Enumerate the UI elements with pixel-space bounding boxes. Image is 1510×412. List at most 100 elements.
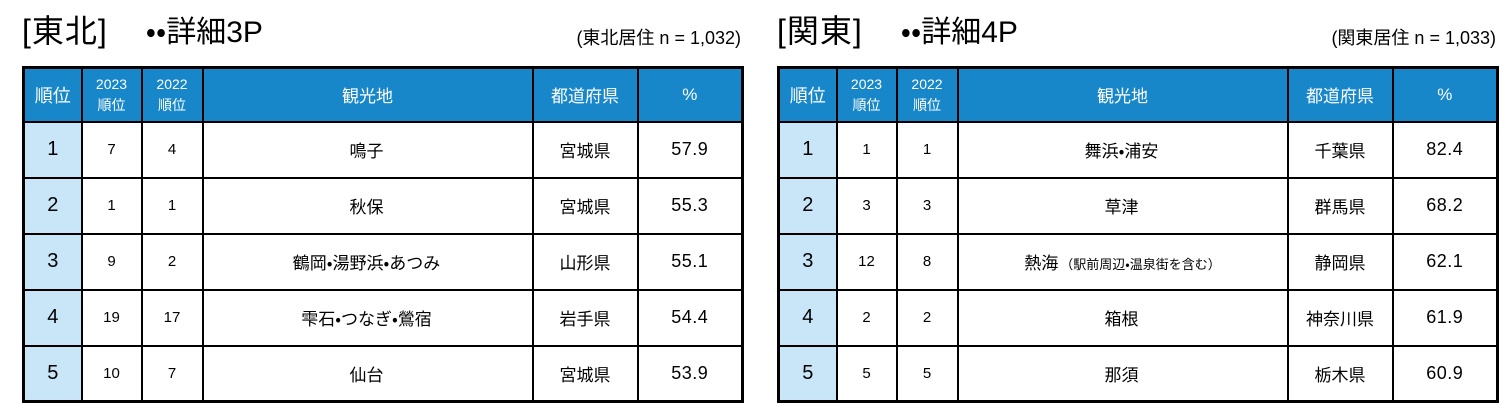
tohoku-title-row: [東北] ・・詳細3P (東北居住 n = 1,032): [22, 6, 741, 64]
spot-name: 鳴子: [349, 142, 384, 161]
prefecture-cell: 宮城県: [531, 176, 639, 235]
spot-cell: 舞浜・浦安: [956, 120, 1289, 179]
rank-cell: 2: [22, 176, 83, 235]
rank-2023-cell: 1: [835, 120, 898, 179]
spot-cell: 鶴岡・湯野浜・あつみ: [201, 232, 534, 291]
spot-name: 鶴岡・湯野浜・あつみ: [292, 254, 441, 273]
percent-column-header: %: [636, 66, 744, 123]
spot-name: 草津: [1104, 198, 1139, 217]
rank-sub-label: 順位: [97, 96, 126, 113]
year-2022-label: 2022: [156, 75, 188, 92]
rank-cell: 5: [22, 344, 83, 403]
year-2023-label: 2023: [95, 75, 128, 92]
rank-cell: 4: [22, 288, 83, 347]
rank-2022-cell: 8: [895, 232, 959, 291]
percent-cell: 53.9: [636, 344, 744, 403]
rank-2022-cell: 17: [140, 288, 204, 347]
year-2023-label: 2023: [850, 75, 883, 92]
rank-2023-cell: 9: [80, 232, 143, 291]
rank-sub-label: 順位: [158, 96, 186, 113]
prefecture-cell: 岩手県: [531, 288, 639, 347]
table-row: 3 9 2 鶴岡・湯野浜・あつみ 山形県 55.1: [22, 232, 744, 291]
prefecture-cell: 宮城県: [531, 120, 639, 179]
tohoku-panel: [東北] ・・詳細3P (東北居住 n = 1,032) 順位 2023 順位 20…: [22, 6, 744, 403]
spot-column-header: 観光地: [201, 66, 534, 123]
rank-cell: 1: [22, 120, 83, 179]
prefecture-column-header: 都道府県: [531, 66, 639, 123]
tohoku-detail-label: ・・詳細3P: [145, 16, 263, 49]
kanto-detail-label: ・・詳細4P: [900, 16, 1018, 49]
percent-cell: 55.3: [636, 176, 744, 235]
table-row: 5 5 5 那須 栃木県 60.9: [777, 344, 1499, 403]
spot-name: 那須: [1104, 365, 1139, 385]
spot-cell: 草津: [956, 176, 1289, 235]
header-row: 順位 2023 順位 2022 順位 観光地 都道府県 %: [22, 66, 744, 123]
percent-cell: 54.4: [636, 288, 744, 347]
rank-column-header: 順位: [777, 66, 838, 123]
rank-cell: 3: [22, 232, 83, 291]
rank-2022-cell: 4: [140, 120, 204, 179]
prefecture-cell: 千葉県: [1286, 120, 1394, 179]
rank-cell: 3: [777, 232, 838, 291]
kanto-ranking-table: 順位 2023 順位 2022 順位 観光地 都道府県 % 1 1 1 舞浜・浦安 …: [777, 66, 1499, 403]
rank-2023-cell: 7: [80, 120, 143, 179]
percent-cell: 55.1: [636, 232, 744, 291]
rank-2022-column-header: 2022 順位: [895, 66, 959, 123]
rank-sub-label: 順位: [852, 96, 881, 113]
year-2022-label: 2022: [911, 75, 943, 92]
prefecture-cell: 群馬県: [1286, 176, 1394, 235]
rank-2022-cell: 2: [140, 232, 204, 291]
percent-cell: 61.9: [1391, 288, 1499, 347]
rank-2023-column-header: 2023 順位: [835, 66, 898, 123]
prefecture-cell: 宮城県: [531, 344, 639, 403]
header-row: 順位 2023 順位 2022 順位 観光地 都道府県 %: [777, 66, 1499, 123]
spot-cell: 秋保: [201, 176, 534, 235]
spot-cell: 仙台: [201, 344, 534, 403]
prefecture-cell: 静岡県: [1286, 232, 1394, 291]
table-body: 1 7 4 鳴子 宮城県 57.9 2 1 1 秋保 宮城県 55.3 3 9 …: [22, 120, 744, 403]
rank-2022-cell: 3: [895, 176, 959, 235]
tohoku-sample-size-note: (東北居住 n = 1,032): [576, 28, 741, 48]
rank-cell: 4: [777, 288, 838, 347]
table-row: 2 1 1 秋保 宮城県 55.3: [22, 176, 744, 235]
table-body: 1 1 1 舞浜・浦安 千葉県 82.4 2 3 3 草津 群馬県 68.2 3…: [777, 120, 1499, 403]
spot-name: 雫石・つなぎ・鶯宿: [301, 310, 432, 329]
rank-2022-column-header: 2022 順位: [140, 66, 204, 123]
table-row: 1 1 1 舞浜・浦安 千葉県 82.4: [777, 120, 1499, 179]
prefecture-cell: 山形県: [531, 232, 639, 291]
rank-column-header: 順位: [22, 66, 83, 123]
rank-2022-cell: 1: [140, 176, 204, 235]
spot-name: 箱根: [1104, 310, 1139, 329]
kanto-region-title: [関東]: [777, 13, 863, 49]
spot-name: 秋保: [349, 198, 384, 217]
table-row: 5 10 7 仙台 宮城県 53.9: [22, 344, 744, 403]
rank-2023-cell: 2: [835, 288, 898, 347]
percent-column-header: %: [1391, 66, 1499, 123]
spot-cell: 鳴子: [201, 120, 534, 179]
spot-cell: 雫石・つなぎ・鶯宿: [201, 288, 534, 347]
spot-note: （駅前周辺・温泉街を含む）: [1060, 257, 1221, 272]
rank-2022-cell: 2: [895, 288, 959, 347]
prefecture-cell: 神奈川県: [1286, 288, 1394, 347]
rank-2023-cell: 19: [80, 288, 143, 347]
tohoku-ranking-table: 順位 2023 順位 2022 順位 観光地 都道府県 % 1 7 4 鳴子 宮城県…: [22, 66, 744, 403]
spot-cell: 熱海 （駅前周辺・温泉街を含む）: [956, 232, 1289, 291]
table-row: 2 3 3 草津 群馬県 68.2: [777, 176, 1499, 235]
kanto-sample-size-note: (関東居住 n = 1,033): [1331, 28, 1496, 48]
rank-2023-cell: 3: [835, 176, 898, 235]
prefecture-column-header: 都道府県: [1286, 66, 1394, 123]
rank-2023-cell: 12: [835, 232, 898, 291]
rank-2023-cell: 10: [80, 344, 143, 403]
table-row: 1 7 4 鳴子 宮城県 57.9: [22, 120, 744, 179]
table-row: 3 12 8 熱海 （駅前周辺・温泉街を含む） 静岡県 62.1: [777, 232, 1499, 291]
rank-cell: 1: [777, 120, 838, 179]
kanto-title-row: [関東] ・・詳細4P (関東居住 n = 1,033): [777, 6, 1496, 64]
rank-2023-cell: 1: [80, 176, 143, 235]
spot-name: 熱海: [1024, 254, 1059, 273]
spot-column-header: 観光地: [956, 66, 1289, 123]
tohoku-region-title: [東北]: [22, 13, 108, 49]
percent-cell: 68.2: [1391, 176, 1499, 235]
rank-cell: 5: [777, 344, 838, 403]
percent-cell: 60.9: [1391, 344, 1499, 403]
spot-name: 舞浜・浦安: [1084, 142, 1159, 161]
